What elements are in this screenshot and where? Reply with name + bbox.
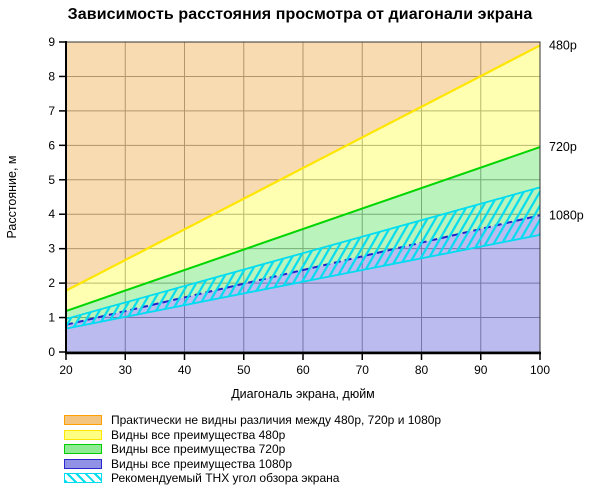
axis-ticks: 20 30 40 50 60 70 80 90 100 0 1 2 3 4 5 6 7 8 9 (48, 35, 550, 377)
line_480p-right-label: 480р (549, 38, 577, 52)
x-tick-label: 20 (59, 363, 73, 377)
region-480p (66, 45, 540, 312)
legend-label: Видны все преимущества 1080р (111, 456, 293, 471)
legend-item: Практически не видны различия между 480р… (64, 414, 441, 427)
plot-area: 20 30 40 50 60 70 80 90 100 0 1 2 3 4 5 6 7 8 9 480р 720р 108… (5, 35, 584, 401)
thx-band (66, 187, 540, 329)
y-tick-label: 1 (48, 311, 55, 325)
x-tick-label: 90 (474, 363, 488, 377)
y-tick-label: 2 (48, 276, 55, 290)
legend-item: Видны все преимущества 720р (64, 443, 441, 456)
legend-swatch-720p (64, 444, 102, 455)
chart-legend: Практически не видны различия между 480р… (64, 414, 441, 485)
y-tick-label: 3 (48, 242, 55, 256)
y-tick-label: 6 (48, 138, 55, 152)
thx_upper-line (65, 186, 541, 320)
thx_lower-line (65, 234, 541, 330)
legend-item: Рекомендуемый THX угол обзора экрана (64, 472, 441, 485)
y-tick-label: 9 (48, 35, 55, 49)
x-tick-label: 30 (119, 363, 133, 377)
x-tick-label: 50 (237, 363, 251, 377)
legend-label: Рекомендуемый THX угол обзора экрана (111, 471, 340, 485)
legend-label: Практически не видны различия между 480р… (111, 413, 442, 427)
y-tick-label: 5 (48, 173, 55, 187)
y-tick-label: 7 (48, 104, 55, 118)
line_720p-right-label: 720р (549, 140, 577, 154)
legend-swatch-1080p (64, 458, 102, 469)
legend-item: Видны все преимущества 1080р (64, 456, 441, 471)
x-tick-label: 70 (356, 363, 370, 377)
x-tick-label: 60 (296, 363, 310, 377)
line_480p-line (65, 44, 541, 292)
line_1080p-right-label: 1080р (549, 208, 584, 222)
region-720p (66, 147, 540, 325)
line_720p-line (65, 146, 541, 312)
y-tick-label: 4 (48, 207, 55, 221)
legend-item: Видны все преимущества 480р (64, 427, 441, 442)
y-tick-label: 0 (48, 345, 55, 359)
x-tick-label: 80 (415, 363, 429, 377)
x-tick-label: 40 (178, 363, 192, 377)
chart-title: Зависимость расстояния просмотра от диаг… (67, 6, 533, 23)
legend-swatch-no-difference (64, 415, 102, 426)
legend-label: Видны все преимущества 720р (111, 442, 286, 456)
legend-swatch-480p (64, 429, 102, 440)
y-tick-label: 8 (48, 69, 55, 83)
legend-swatch-thx-hatch (64, 473, 102, 484)
legend-label: Видны все преимущества 480р (111, 427, 286, 442)
y-axis-label: Расстояние, м (5, 155, 19, 238)
x-axis-label: Диагональ экрана, дюйм (231, 387, 375, 401)
x-tick-label: 100 (530, 363, 550, 377)
